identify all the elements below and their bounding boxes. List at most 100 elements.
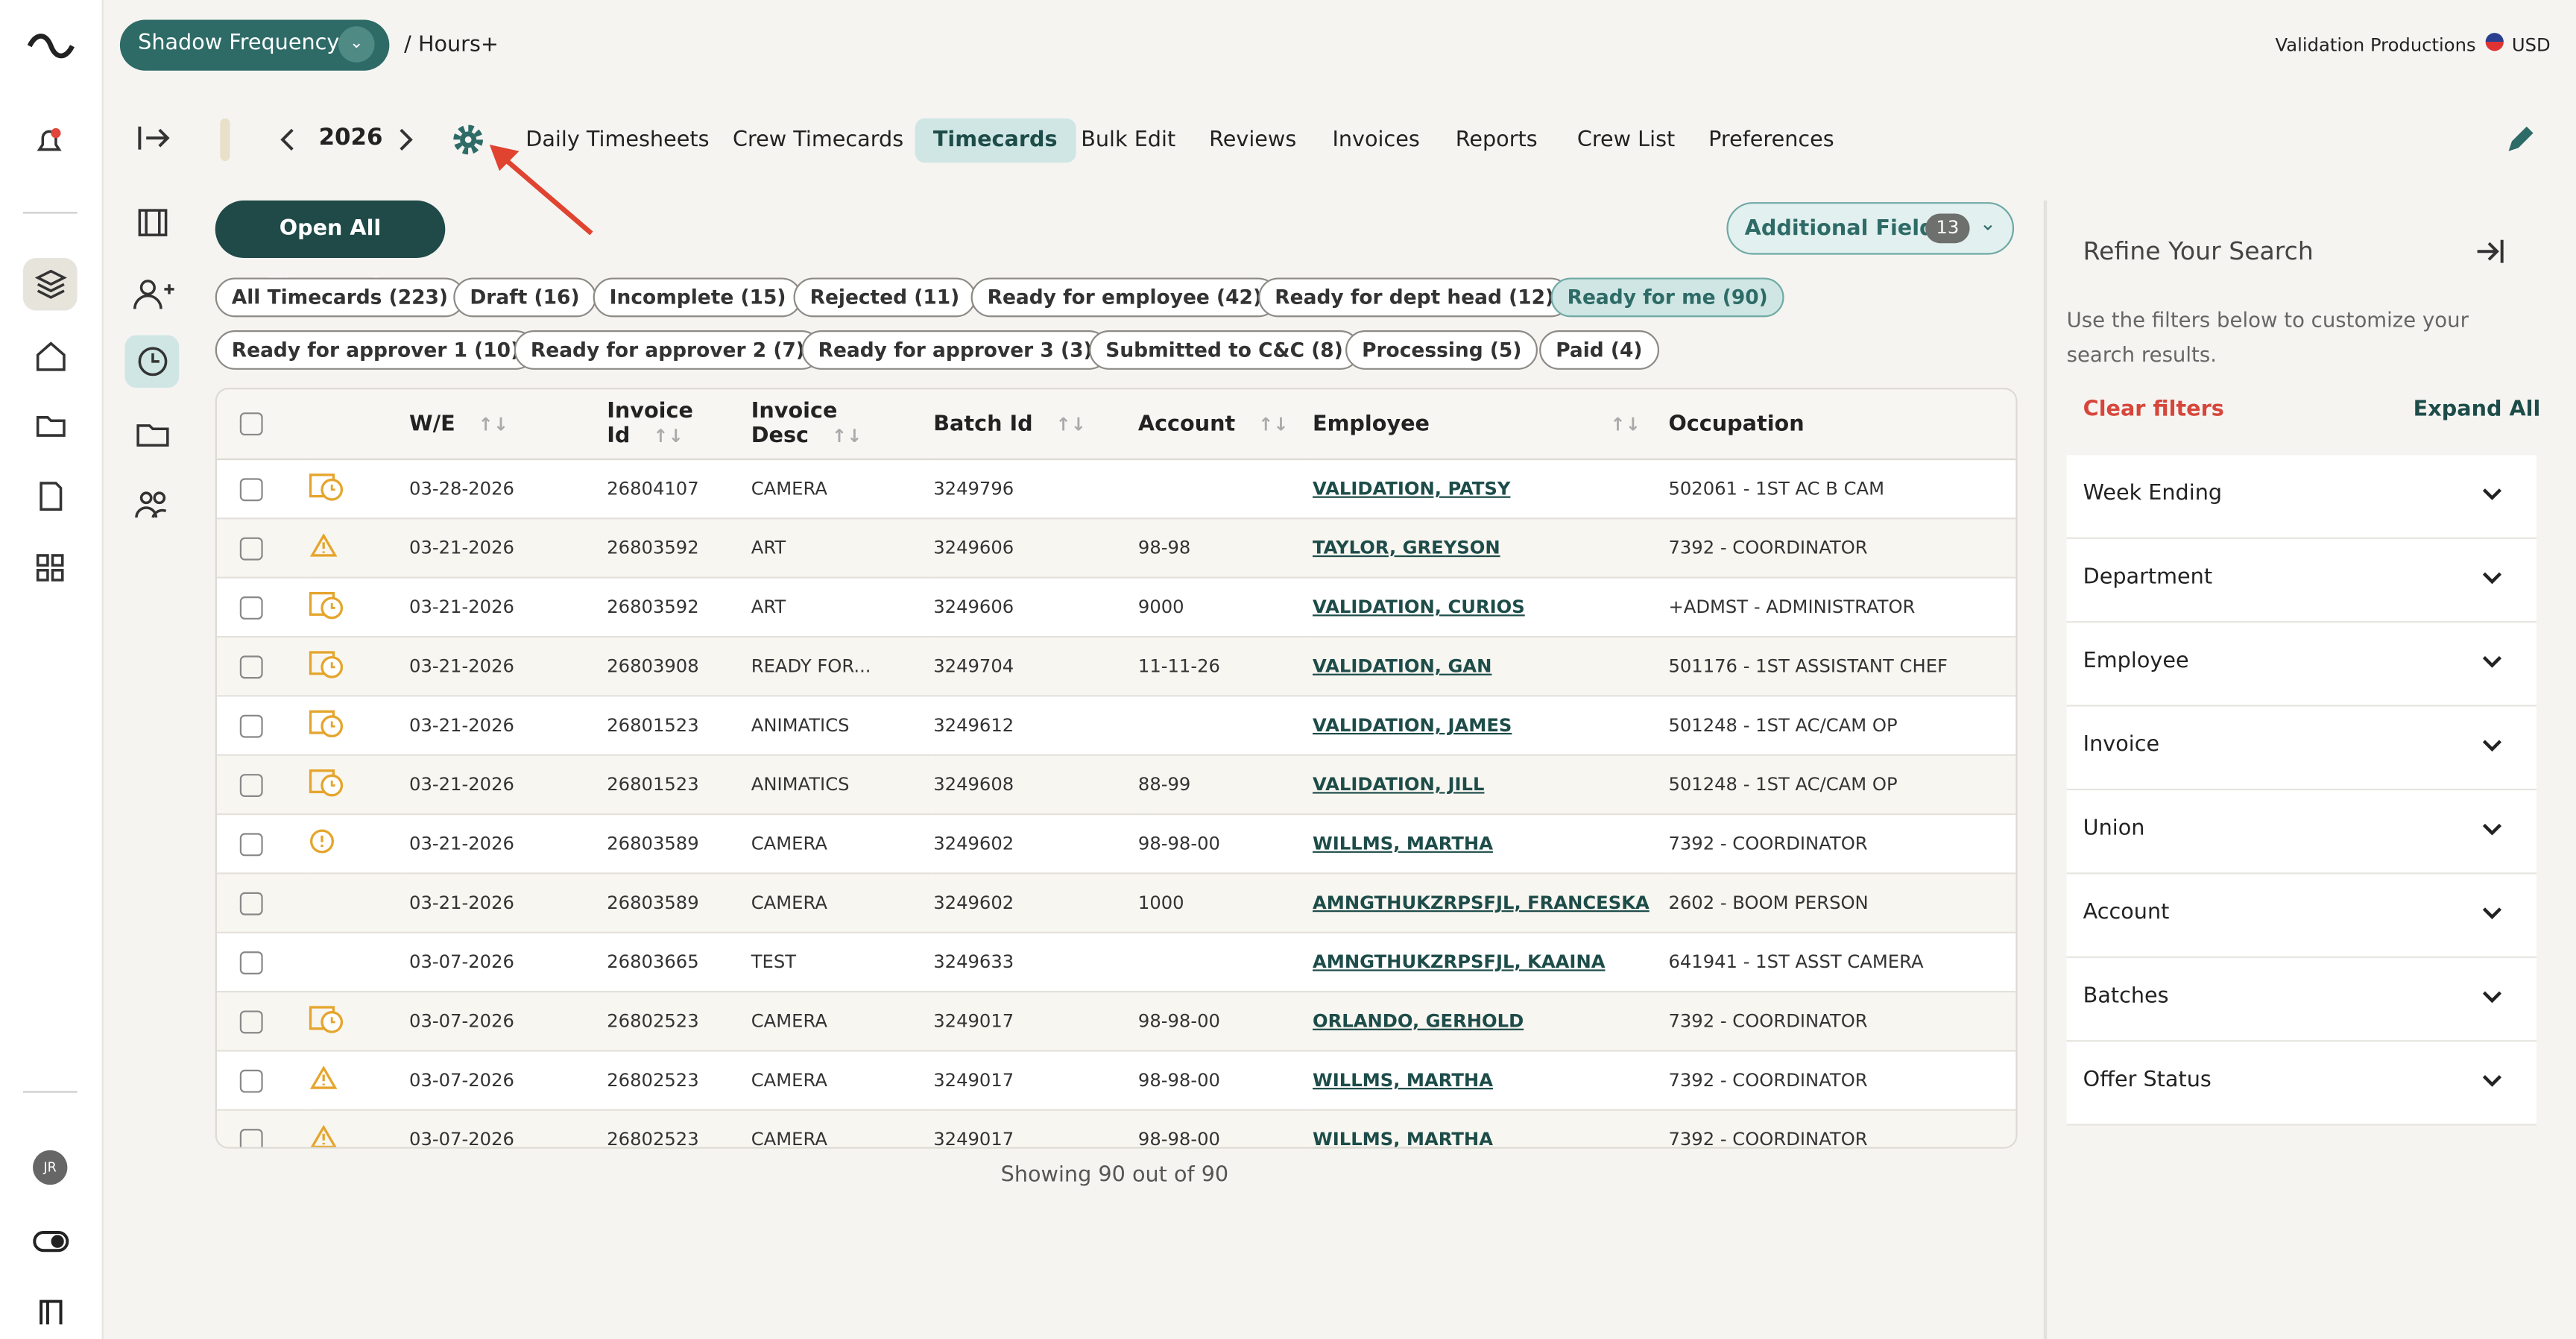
close-panel[interactable] [2474,236,2507,266]
table-row[interactable]: 03-21-2026 26803592 ART 3249606 98-98 TAYLOR,… [216,518,2016,579]
nav-tab[interactable]: Reports [1455,127,1538,153]
filter-section[interactable]: Invoice [2066,706,2536,791]
next-year[interactable] [394,125,417,155]
clear-filters[interactable]: Clear filters [2083,397,2224,423]
employee-link[interactable]: VALIDATION, JILL [1312,774,1485,795]
status-chip[interactable]: Submitted to C&C (8) [1089,330,1360,370]
table-row[interactable]: 03-07-2026 26803665 TEST 3249633 AMNGTHUKZRP… [216,932,2016,993]
status-chip[interactable]: Processing (5) [1345,330,1538,370]
open-all-button[interactable]: Open All Timecards [215,200,446,299]
employee-link[interactable]: VALIDATION, CURIOS [1312,596,1525,618]
checkbox[interactable] [239,1009,263,1033]
filter-section[interactable]: Batches [2066,957,2536,1042]
table-row[interactable]: 03-21-2026 26803589 CAMERA 3249602 98-98-00 W… [216,814,2016,875]
filter-section[interactable]: Account [2066,874,2536,958]
nav-tab[interactable]: Timecards [915,118,1076,163]
column-header[interactable]: Batch Id ↑↓ [932,389,1137,461]
filter-section[interactable]: Employee [2066,623,2536,707]
checkbox[interactable] [239,772,263,796]
table-row[interactable]: 03-21-2026 26801523 ANIMATICS 3249608 88-99 V… [216,754,2016,816]
nav-icons[interactable] [33,338,69,585]
employee-link[interactable]: VALIDATION, GAN [1312,655,1492,678]
status-chip[interactable]: Ready for approver 2 (7) [514,330,821,370]
checkbox[interactable] [239,891,263,915]
checkbox[interactable] [239,655,263,678]
checkbox[interactable] [239,951,263,974]
table-row[interactable]: 03-28-2026 26804107 CAMERA 3249796 VALIDATIO… [216,459,2016,520]
employee-link[interactable]: ORLANDO, GERHOLD [1312,1010,1524,1033]
column-header[interactable]: W/E ↑↓ [407,389,606,461]
table-row[interactable]: 03-07-2026 26802523 CAMERA 3249017 98-98-00 W… [216,1109,2016,1149]
nav-tab[interactable]: Bulk Edit [1081,127,1176,153]
rail-bottom-icons[interactable] [31,1226,71,1325]
checkbox[interactable] [239,412,263,436]
checkbox[interactable] [239,1128,263,1147]
table-row[interactable]: 03-07-2026 26802523 CAMERA 3249017 98-98-00 W… [216,1050,2016,1111]
checkbox[interactable] [239,832,263,856]
checkbox[interactable] [239,1068,263,1092]
employee-link[interactable]: AMNGTHUKZRPSFJL, FRANCESKA [1312,892,1650,914]
status-chip[interactable]: All Timecards (223) [215,277,465,318]
table-row[interactable]: 03-21-2026 26803589 CAMERA 3249602 1000 AMNGT… [216,873,2016,933]
sort-icon[interactable]: ↑↓ [1258,413,1289,435]
cell: 03-21-2026 [407,754,606,816]
employee-link[interactable]: WILLMS, MARTHA [1312,1129,1493,1149]
employee-link[interactable]: VALIDATION, PATSY [1312,478,1511,500]
column-header[interactable]: Account ↑↓ [1136,389,1311,461]
sort-icon[interactable]: ↑↓ [1610,413,1641,435]
checkbox[interactable] [239,595,263,619]
sort-icon[interactable]: ↑↓ [478,413,509,435]
notifications-icon[interactable] [33,125,66,158]
nav-icons[interactable] [33,266,69,302]
nav-tab[interactable]: Invoices [1332,127,1420,153]
checkbox[interactable] [239,713,263,737]
employee-link[interactable]: VALIDATION, JAMES [1312,714,1512,737]
column-header[interactable]: Employee ↑↓ [1310,389,1667,461]
sub-nav[interactable] [124,201,181,546]
user-avatar[interactable]: JR [33,1150,68,1185]
employee-link[interactable]: AMNGTHUKZRPSFJL, KAAINA [1312,951,1606,973]
status-chip[interactable]: Ready for me (90) [1550,277,1784,318]
status-chip[interactable]: Ready for employee (42) [970,277,1279,318]
employee-link[interactable]: WILLMS, MARTHA [1312,1069,1493,1091]
column-header[interactable]: Invoice Id ↑↓ [605,389,750,461]
project-selector[interactable]: Shadow Frequency ⌄ [119,19,390,71]
sort-icon[interactable]: ↑↓ [1055,413,1087,435]
status-chip[interactable]: Ready for approver 1 (10) [215,330,537,370]
sort-icon[interactable]: ↑↓ [831,425,862,447]
status-chip[interactable]: Ready for dept head (12) [1258,277,1571,318]
filter-section[interactable]: Offer Status [2066,1042,2536,1126]
table-row[interactable]: 03-21-2026 26803908 READY FOR... 3249704 11-… [216,637,2016,697]
status-chip[interactable]: Ready for approver 3 (3) [801,330,1109,370]
status-chip[interactable]: Incomplete (15) [593,277,803,318]
filter-section[interactable]: Union [2066,790,2536,875]
nav-tab[interactable]: Crew List [1576,127,1676,153]
select-all[interactable] [216,389,308,461]
status-chip[interactable]: Paid (4) [1539,330,1659,370]
table-row[interactable]: 03-07-2026 26802523 CAMERA 3249017 98-98-00 O… [216,992,2016,1052]
expand-all[interactable]: Expand All [2413,397,2541,423]
prev-year[interactable] [276,125,299,155]
checkbox[interactable] [239,536,263,560]
status-chip[interactable]: Rejected (11) [793,277,976,318]
column-header[interactable]: Invoice Desc ↑↓ [749,389,932,461]
nav-tab[interactable]: Crew Timecards [732,127,904,153]
checkbox[interactable] [239,477,263,501]
nav-tab[interactable]: Daily Timesheets [525,127,710,153]
sort-icon[interactable]: ↑↓ [653,425,684,447]
filter-section[interactable]: Department [2066,538,2536,623]
nav-tab[interactable]: Reviews [1209,127,1297,153]
nav-tab[interactable]: Preferences [1708,127,1834,153]
settings-icon[interactable] [450,122,486,157]
edit-icon[interactable] [2504,123,2536,156]
collapse-icon[interactable] [135,122,174,154]
filter-section[interactable]: Week Ending [2066,455,2536,539]
status-chip[interactable]: Draft (16) [453,277,596,318]
table-row[interactable]: 03-21-2026 26801523 ANIMATICS 3249612 VALIDA… [216,696,2016,756]
additional-fields-button[interactable]: Additional Fields 13 ⌄ [1726,202,2015,255]
column-header[interactable]: Occupation [1667,389,2016,461]
employee-link[interactable]: WILLMS, MARTHA [1312,833,1493,855]
currency[interactable]: USD [2511,34,2551,56]
table-row[interactable]: 03-21-2026 26803592 ART 3249606 9000 VALIDATI… [216,577,2016,638]
employee-link[interactable]: TAYLOR, GREYSON [1312,537,1500,559]
